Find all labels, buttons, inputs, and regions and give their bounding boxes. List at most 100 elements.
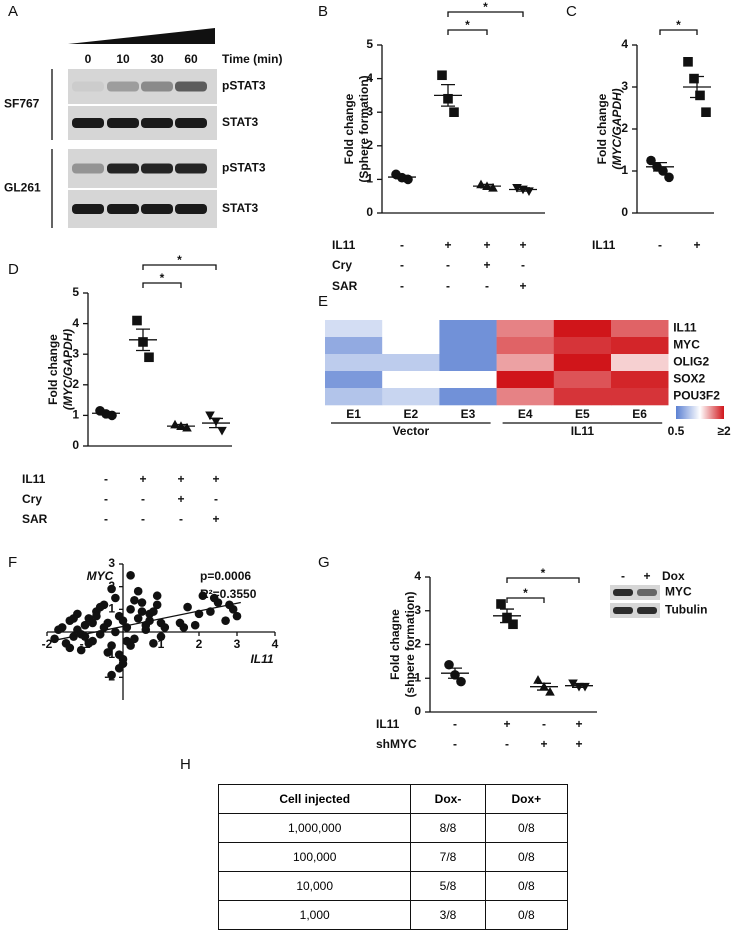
sem-bar bbox=[690, 75, 704, 99]
band-label: MYC bbox=[665, 585, 692, 599]
data-point bbox=[198, 591, 208, 601]
data-point bbox=[533, 675, 543, 684]
table-row: 10,000 5/8 0/8 bbox=[217, 871, 569, 901]
table-row: 100,000 7/8 0/8 bbox=[217, 842, 569, 872]
cell-line-label: SF767 bbox=[4, 97, 40, 111]
table-cell: 0/8 bbox=[484, 900, 569, 930]
heatmap-cell bbox=[611, 320, 669, 338]
row-label: IL11 bbox=[673, 321, 697, 335]
column-label: E2 bbox=[403, 407, 418, 421]
blot-band bbox=[141, 118, 173, 128]
data-point bbox=[54, 625, 63, 635]
y-tick-label: 3 bbox=[72, 346, 79, 360]
heatmap-cell bbox=[325, 371, 383, 389]
y-tick-label: 0 bbox=[414, 704, 421, 718]
data-point bbox=[107, 670, 116, 680]
panel-label: H bbox=[180, 756, 191, 773]
condition-label: IL11 bbox=[22, 472, 46, 486]
timepoint: 30 bbox=[150, 52, 164, 66]
heatmap-cell bbox=[496, 388, 555, 406]
data-point bbox=[88, 618, 97, 628]
y-tick-label: 4 bbox=[72, 316, 79, 330]
table-cell: 0/8 bbox=[484, 871, 569, 901]
condition-label: Cry bbox=[22, 492, 42, 506]
condition-value: - bbox=[446, 258, 450, 272]
blot-band bbox=[107, 204, 139, 214]
data-point bbox=[149, 607, 158, 616]
condition-value: - bbox=[214, 492, 218, 506]
y-tick-label: 3 bbox=[414, 603, 421, 617]
row-label: POU3F2 bbox=[673, 389, 720, 403]
data-point bbox=[118, 659, 128, 669]
data-point bbox=[160, 623, 170, 632]
blot-band bbox=[613, 589, 633, 596]
sem-bar bbox=[653, 161, 667, 172]
row-label: OLIG2 bbox=[673, 355, 709, 369]
time-label: Time (min) bbox=[222, 52, 282, 66]
heatmap-cell bbox=[611, 354, 669, 372]
time-wedge bbox=[68, 28, 215, 44]
heatmap-cell bbox=[439, 337, 497, 355]
sem-bar bbox=[500, 608, 514, 624]
data-point bbox=[126, 571, 135, 580]
heatmap-cell bbox=[553, 320, 612, 338]
condition-value: + bbox=[540, 737, 547, 751]
data-point bbox=[152, 591, 162, 601]
condition-value: - bbox=[104, 492, 108, 506]
blot-strip bbox=[610, 585, 660, 600]
blot-band bbox=[141, 163, 173, 174]
y-axis-label: Fold change bbox=[595, 93, 609, 164]
blot-band bbox=[107, 81, 139, 92]
y-axis-label: MYC bbox=[87, 569, 114, 583]
x-tick-label: -2 bbox=[42, 637, 53, 651]
condition-value: + bbox=[519, 279, 526, 293]
y-tick-label: 3 bbox=[366, 104, 373, 118]
table-cell: 0/8 bbox=[484, 842, 569, 872]
timepoint: 0 bbox=[85, 52, 92, 66]
table-cell: 3/8 bbox=[410, 900, 486, 930]
data-point bbox=[130, 595, 139, 605]
band-label: pSTAT3 bbox=[222, 161, 266, 175]
significance-label: * bbox=[465, 18, 470, 32]
condition-value: + bbox=[177, 472, 184, 486]
sem-bar bbox=[516, 187, 530, 192]
condition-value: + bbox=[503, 717, 510, 731]
data-point bbox=[456, 676, 466, 687]
table-cell: 7/8 bbox=[410, 842, 486, 872]
blot-band bbox=[637, 607, 657, 614]
data-point bbox=[217, 426, 227, 436]
significance-bracket bbox=[447, 29, 488, 35]
data-point bbox=[683, 57, 693, 67]
header-cell: Dox+ bbox=[484, 784, 569, 814]
data-point bbox=[444, 659, 454, 670]
blot-band bbox=[72, 163, 104, 174]
sem-bar bbox=[395, 174, 409, 180]
sem-bar bbox=[537, 682, 551, 691]
table-row: 1,000 3/8 0/8 bbox=[217, 900, 569, 930]
condition-value: + bbox=[575, 737, 582, 751]
panel-label: F bbox=[8, 554, 17, 571]
condition-label: IL11 bbox=[376, 717, 400, 731]
significance-bracket bbox=[142, 264, 217, 270]
y-tick-label: 4 bbox=[414, 569, 421, 583]
condition-label: SAR bbox=[332, 279, 358, 293]
condition-value: - bbox=[505, 737, 509, 751]
y-axis-label: (Sphere formation) bbox=[357, 75, 371, 182]
heatmap-cell bbox=[496, 320, 555, 338]
sem-bar bbox=[209, 417, 223, 429]
data-point bbox=[508, 619, 518, 630]
condition-label: Cry bbox=[332, 258, 352, 272]
condition-value: - bbox=[542, 717, 546, 731]
condition-value: + bbox=[139, 472, 146, 486]
data-point bbox=[126, 605, 135, 614]
y-tick-label: 0 bbox=[621, 205, 628, 219]
data-point bbox=[122, 636, 132, 646]
condition-value: + bbox=[575, 717, 582, 731]
data-point bbox=[144, 352, 154, 363]
y-axis-label: Fold change bbox=[46, 334, 60, 405]
condition-value: - bbox=[104, 512, 108, 526]
data-point bbox=[209, 593, 219, 603]
data-point bbox=[80, 620, 90, 630]
data-point bbox=[137, 598, 147, 607]
y-tick-label: 5 bbox=[72, 285, 79, 299]
